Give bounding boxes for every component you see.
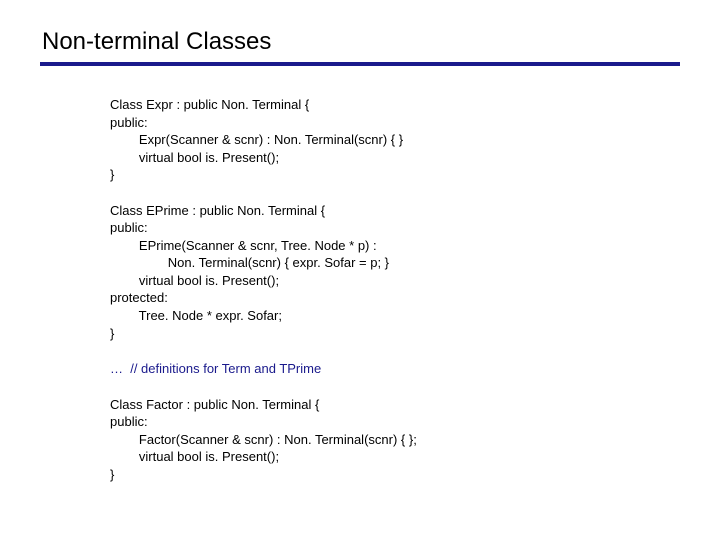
comment-line: … // definitions for Term and TPrime (110, 360, 680, 378)
code-block-eprime: Class EPrime : public Non. Terminal { pu… (110, 202, 680, 342)
slide: Non-terminal Classes Class Expr : public… (0, 0, 720, 540)
slide-body: Class Expr : public Non. Terminal { publ… (110, 96, 680, 483)
title-underline (40, 62, 680, 66)
code-block-expr: Class Expr : public Non. Terminal { publ… (110, 96, 680, 184)
slide-title: Non-terminal Classes (42, 28, 680, 56)
code-block-factor: Class Factor : public Non. Terminal { pu… (110, 396, 680, 484)
